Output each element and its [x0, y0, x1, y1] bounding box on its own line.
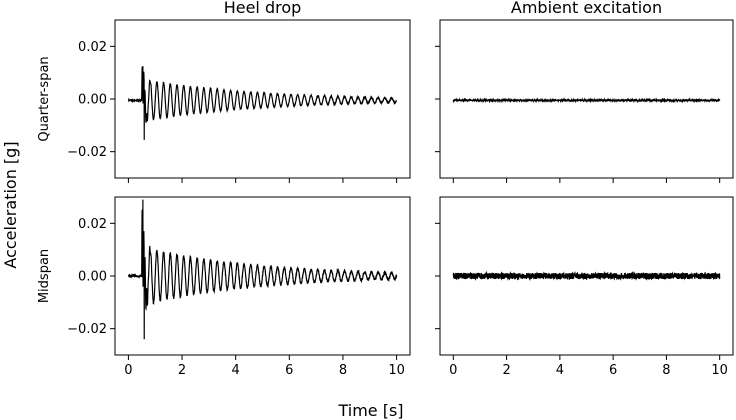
subplot-midspan-heel-drop: −0.02 0.00 0.02 0 2 4 6 8 10 Midspan [37, 196, 411, 378]
series-line [127, 66, 397, 140]
x-tick-label: 0 [124, 363, 132, 378]
x-tick-label: 8 [339, 363, 347, 378]
subplot-grid: −0.02 0.00 0.02 Heel drop Quarter-span Ambien… [37, 0, 734, 378]
row-label: Quarter-span [37, 56, 52, 141]
y-tick-label: −0.02 [67, 145, 107, 160]
subplot-quarter-span-ambient: Ambient excitation [435, 0, 734, 183]
series-line [452, 97, 721, 104]
y-tick-label: −0.02 [67, 322, 107, 337]
x-tick-label: 2 [502, 363, 510, 378]
y-tick-label: 0.00 [78, 270, 107, 285]
x-tick-label: 6 [285, 363, 293, 378]
series-line [452, 270, 721, 282]
x-tick-label: 10 [388, 363, 405, 378]
subplot-midspan-ambient: 0 2 4 6 8 10 [435, 196, 734, 378]
x-tick-label: 4 [556, 363, 564, 378]
x-tick-label: 0 [449, 363, 457, 378]
column-title: Heel drop [224, 0, 302, 17]
y-tick-label: 0.02 [78, 217, 107, 232]
y-tick-label: 0.00 [78, 93, 107, 108]
y-tick-label: 0.02 [78, 40, 107, 55]
x-tick-label: 10 [711, 363, 728, 378]
x-tick-label: 6 [609, 363, 617, 378]
x-tick-label: 2 [178, 363, 186, 378]
row-label: Midspan [37, 249, 52, 303]
subplot-quarter-span-heel-drop: −0.02 0.00 0.02 Heel drop Quarter-span [37, 0, 411, 183]
figure-y-label: Acceleration [g] [1, 141, 20, 268]
column-title: Ambient excitation [511, 0, 662, 17]
x-tick-label: 4 [232, 363, 240, 378]
x-tick-label: 8 [662, 363, 670, 378]
series-line [127, 199, 398, 340]
figure-x-label: Time [s] [337, 401, 403, 420]
